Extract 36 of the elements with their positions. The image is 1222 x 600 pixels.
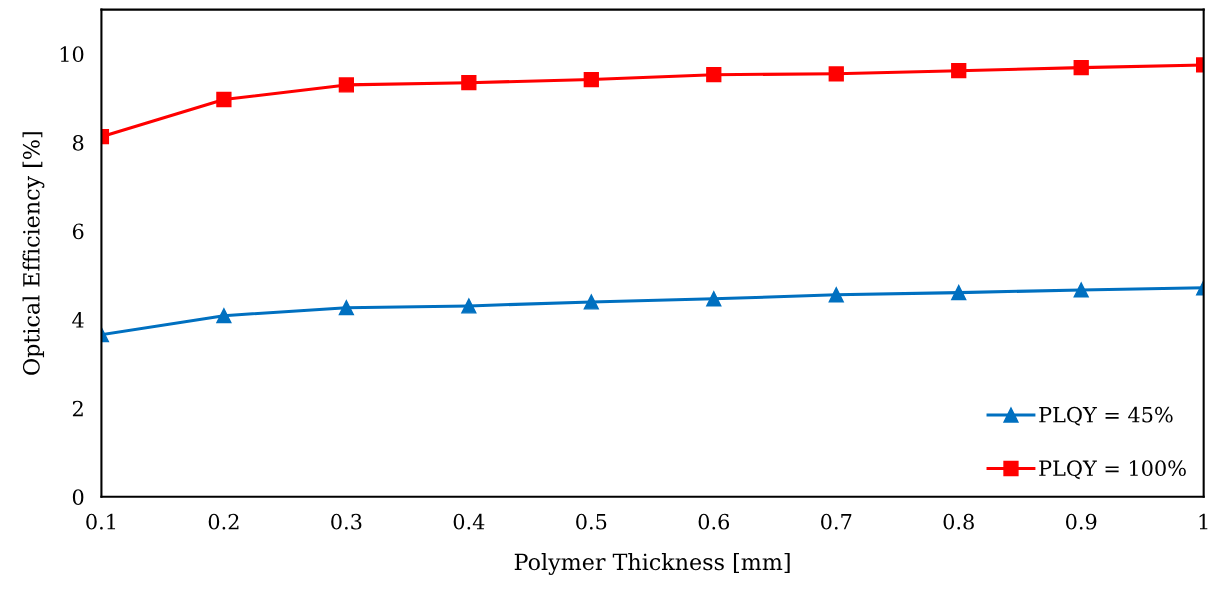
- point: [338, 77, 355, 93]
- point: [706, 291, 722, 307]
- point: [583, 294, 599, 310]
- x-tick-label: 0.4: [453, 513, 485, 530]
- point: [461, 298, 477, 314]
- y-tick-label: 8: [72, 134, 84, 151]
- point: [583, 71, 599, 88]
- point: [216, 308, 232, 324]
- point: [706, 67, 722, 83]
- x-tick-label: 0.7: [821, 513, 852, 530]
- point: [1073, 59, 1089, 76]
- x-tick-label: 0.9: [1066, 513, 1097, 530]
- point: [951, 63, 967, 79]
- y-tick-label: 10: [60, 46, 84, 63]
- point: [951, 284, 967, 301]
- point: [828, 287, 844, 303]
- x-axis-title: Polymer Thickness [mm]: [514, 553, 790, 575]
- x-tick-label: 1: [1199, 513, 1208, 530]
- x-tick-label: 0.3: [331, 513, 362, 530]
- y-tick-label: 6: [72, 223, 84, 240]
- point: [828, 66, 844, 82]
- y-tick-label: 2: [72, 400, 83, 417]
- point: [338, 300, 355, 316]
- y-axis-title: Optical Efficiency [%]: [22, 132, 45, 375]
- x-tick-label: 0.8: [943, 513, 974, 530]
- y-tick-label: 0: [72, 489, 84, 506]
- x-tick-label: 0.1: [86, 513, 116, 530]
- x-tick-label: 0.2: [208, 513, 239, 530]
- point: [1073, 282, 1089, 298]
- x-tick-label: 0.6: [698, 513, 730, 530]
- legend-label: PLQY = 100%: [1039, 460, 1186, 480]
- point: [461, 75, 477, 91]
- legend-label: PLQY = 45%: [1039, 406, 1173, 426]
- x-tick-label: 0.5: [576, 513, 607, 530]
- point: [216, 91, 232, 108]
- y-tick-label: 4: [72, 312, 84, 328]
